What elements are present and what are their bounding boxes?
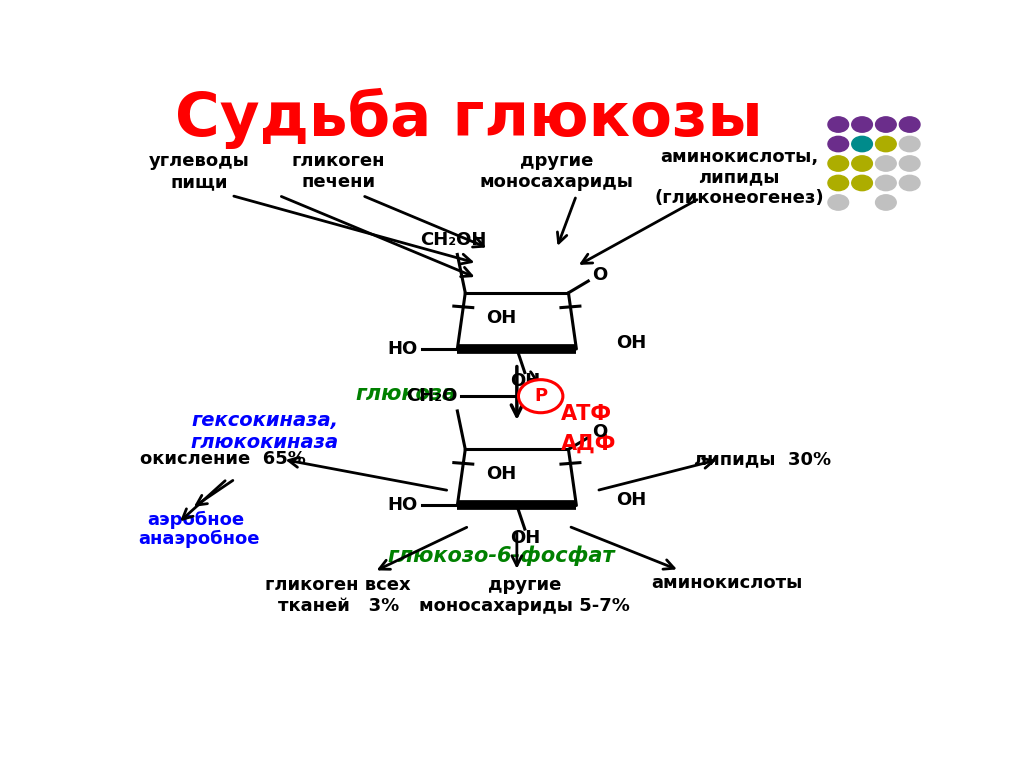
FancyArrowPatch shape (379, 528, 467, 569)
Text: OH: OH (510, 373, 540, 390)
Text: АТФ: АТФ (560, 404, 611, 424)
Text: OH: OH (616, 491, 646, 509)
Text: АДФ: АДФ (560, 433, 615, 453)
Circle shape (828, 156, 849, 171)
Text: O: O (593, 266, 608, 284)
Circle shape (828, 176, 849, 191)
Text: CH₂OH: CH₂OH (420, 231, 486, 249)
FancyArrowPatch shape (512, 533, 522, 566)
Circle shape (852, 137, 872, 152)
Text: HO: HO (387, 340, 418, 358)
Circle shape (899, 156, 920, 171)
Text: гликоген
печени: гликоген печени (292, 153, 385, 191)
Circle shape (876, 195, 896, 210)
FancyArrowPatch shape (289, 457, 446, 490)
Circle shape (899, 176, 920, 191)
Text: глюкоза: глюкоза (355, 384, 457, 404)
FancyArrowPatch shape (282, 196, 472, 277)
FancyArrowPatch shape (571, 527, 674, 569)
Text: HO: HO (387, 496, 418, 515)
Text: OH: OH (485, 309, 516, 327)
Text: другие
моносахариды 5-7%: другие моносахариды 5-7% (420, 576, 630, 614)
Text: анаэробное: анаэробное (138, 530, 260, 548)
Text: другие
моносахариды: другие моносахариды (479, 153, 634, 191)
Text: Судьба глюкозы: Судьба глюкозы (175, 88, 763, 149)
Text: аэробное: аэробное (146, 511, 244, 529)
Text: OH: OH (485, 466, 516, 483)
Text: глюкозо-6-фосфат: глюкозо-6-фосфат (387, 545, 614, 566)
FancyArrowPatch shape (557, 198, 575, 243)
Text: окисление  65%: окисление 65% (140, 450, 306, 469)
Circle shape (899, 137, 920, 152)
Circle shape (899, 117, 920, 132)
Text: липиды  30%: липиды 30% (694, 450, 831, 469)
Text: гликоген всех
тканей   3%: гликоген всех тканей 3% (265, 576, 411, 614)
Text: гексокиназа,
глюкокиназа: гексокиназа, глюкокиназа (190, 411, 338, 452)
Text: аминокислоты: аминокислоты (651, 574, 803, 592)
Text: OH: OH (510, 529, 540, 547)
FancyArrowPatch shape (197, 480, 232, 505)
FancyArrowPatch shape (599, 459, 714, 490)
Circle shape (518, 380, 563, 413)
Circle shape (876, 176, 896, 191)
FancyArrowPatch shape (233, 196, 471, 264)
Circle shape (876, 117, 896, 132)
Circle shape (828, 117, 849, 132)
Circle shape (852, 176, 872, 191)
FancyArrowPatch shape (365, 196, 483, 247)
Text: P: P (535, 387, 547, 405)
Circle shape (828, 137, 849, 152)
Text: углеводы
пищи: углеводы пищи (148, 153, 250, 191)
Text: OH: OH (616, 334, 646, 352)
FancyArrowPatch shape (182, 481, 225, 519)
Circle shape (876, 137, 896, 152)
FancyArrowPatch shape (582, 199, 697, 263)
Text: O: O (593, 423, 608, 440)
Text: аминокислоты,
липиды
(гликонеогенез): аминокислоты, липиды (гликонеогенез) (654, 148, 824, 208)
Text: CH₂O: CH₂O (406, 387, 458, 405)
Circle shape (852, 117, 872, 132)
Circle shape (828, 195, 849, 210)
Circle shape (876, 156, 896, 171)
Circle shape (852, 156, 872, 171)
FancyArrowPatch shape (530, 372, 541, 400)
